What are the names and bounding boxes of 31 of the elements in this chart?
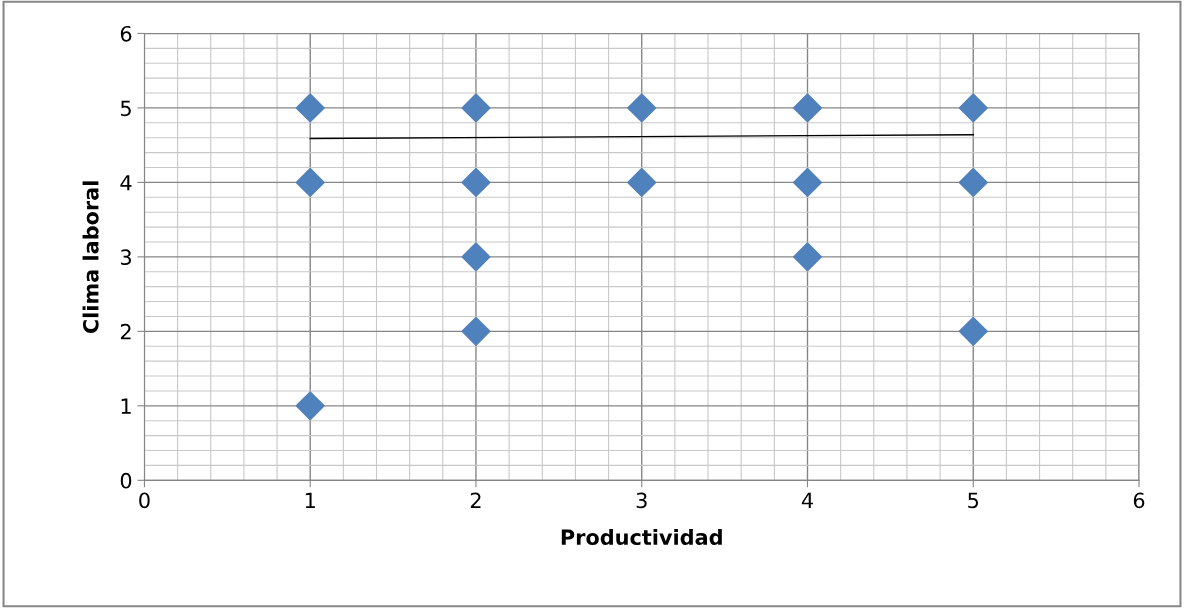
- point: [792, 242, 823, 272]
- point: [295, 167, 325, 197]
- y-tick-label: 3: [120, 249, 131, 266]
- y-tick-label: 1: [121, 398, 131, 414]
- point: [461, 316, 491, 346]
- point: [958, 316, 988, 346]
- point: [792, 167, 823, 197]
- x-tick-label: 5: [968, 492, 979, 509]
- point: [958, 93, 988, 123]
- point: [461, 167, 491, 197]
- x-tick-label: 2: [470, 492, 481, 508]
- point: [792, 93, 823, 123]
- x-tick-label: 1: [305, 492, 315, 508]
- y-tick-label: 4: [120, 175, 132, 191]
- point: [627, 167, 657, 197]
- x-tick-label: 3: [636, 492, 647, 509]
- y-tick-label: 2: [120, 323, 131, 340]
- x-tick-label: 4: [801, 492, 813, 508]
- point: [295, 391, 325, 421]
- x-tick-label: 6: [1133, 492, 1145, 509]
- y-tick-label: 5: [121, 100, 131, 117]
- point: [295, 93, 325, 123]
- point: [958, 167, 988, 197]
- x-tick-label: 0: [139, 492, 150, 509]
- y-axis-title: Clima laboral: [82, 181, 99, 334]
- y-tick-label: 6: [120, 25, 132, 42]
- point: [461, 93, 491, 123]
- y-tick-label: 0: [120, 472, 132, 489]
- x-axis-title: Productividad: [561, 528, 722, 546]
- point: [627, 93, 657, 123]
- point: [461, 242, 491, 272]
